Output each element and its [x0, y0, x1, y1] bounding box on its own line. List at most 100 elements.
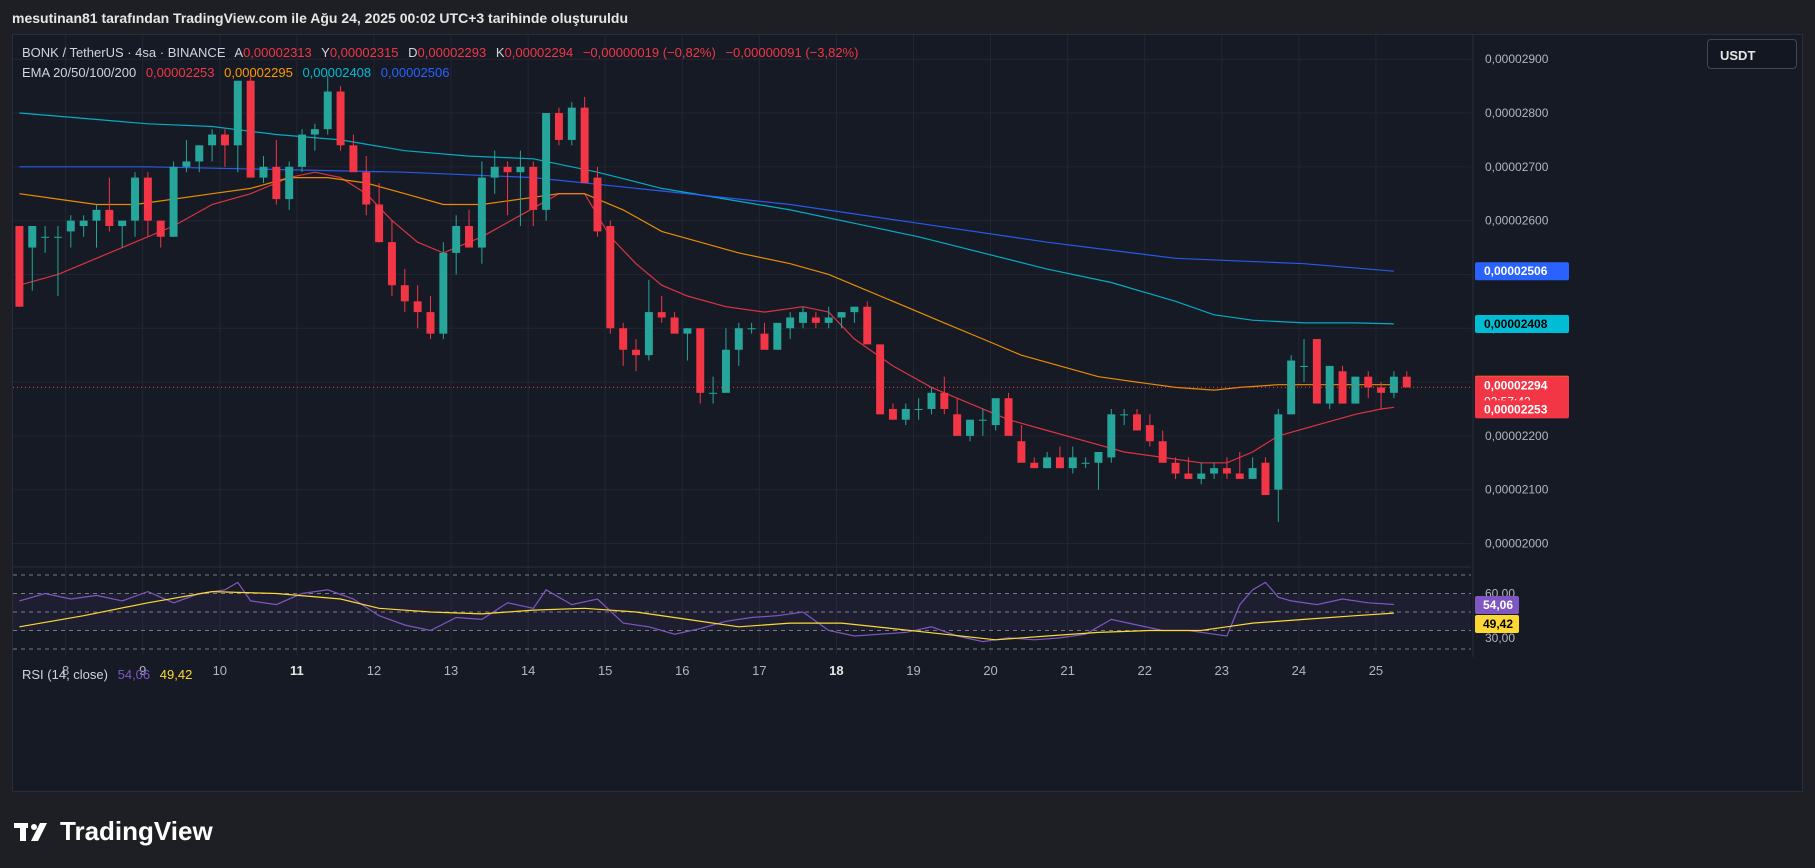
rsi-value-label: 54,06 [1475, 596, 1519, 614]
currency-button[interactable]: USDT [1707, 39, 1797, 69]
candle [542, 113, 551, 221]
candle [439, 242, 448, 340]
candle-body [811, 317, 820, 323]
candle-body [413, 301, 422, 313]
candle [991, 398, 1000, 431]
candle [413, 285, 422, 329]
candle [465, 209, 474, 248]
candle [670, 312, 679, 334]
candle [28, 226, 37, 291]
chart-frame[interactable]: 0,00002900 0,00002800 0,00002700 0,00002600… [12, 34, 1803, 792]
candle-body [554, 113, 563, 140]
candle [1043, 452, 1052, 469]
candle-body [953, 414, 962, 436]
x-tick-label: 9 [139, 663, 146, 678]
ema-label: EMA 20/50/100/200 [22, 65, 137, 80]
candle [773, 322, 782, 350]
symbol-name: BONK / TetherUS · 4sa · BINANCE [22, 45, 226, 60]
candle-body [53, 236, 62, 238]
candle [696, 328, 705, 404]
rsi-line [19, 581, 1394, 643]
ema-line-EMA100 [19, 112, 1394, 325]
candle [1261, 457, 1270, 496]
candle-body [1017, 441, 1026, 463]
candle-body [721, 349, 730, 393]
candle-body [644, 312, 653, 356]
rsi-value-bg [1475, 615, 1519, 633]
x-tick-label: 19 [906, 663, 920, 678]
candle [1017, 425, 1026, 463]
price-change-2: −0,00000091 (−3,82%) [725, 45, 859, 60]
candle [41, 226, 50, 253]
candle [554, 107, 563, 146]
candle [619, 322, 628, 366]
candle [863, 301, 872, 345]
candle [259, 156, 268, 183]
x-tick-label: 24 [1292, 663, 1306, 678]
candle-body [709, 392, 718, 394]
price-chart[interactable]: 0,00002900 0,00002800 0,00002700 0,00002600… [13, 35, 1802, 791]
ema-legend: EMA 20/50/100/200 0,00002253 0,00002295 … [22, 65, 455, 80]
ema-line-EMA200 [19, 166, 1394, 272]
candle-body [143, 177, 152, 221]
candle-body [542, 113, 551, 210]
candle-body [632, 349, 641, 356]
y-tick-label: 0,00002700 [1485, 160, 1549, 174]
ohlc-high: Y0,00002315 [321, 45, 399, 60]
candle [298, 129, 307, 173]
candle-body [619, 328, 628, 350]
candle [92, 204, 101, 248]
candle [1312, 339, 1321, 404]
candle [53, 226, 62, 296]
candle [1197, 462, 1206, 485]
candle-body [1325, 365, 1334, 404]
candle-body [1133, 414, 1141, 431]
candle [606, 220, 615, 334]
candle [400, 269, 409, 313]
candle-body [1068, 457, 1077, 469]
candle-body [79, 220, 88, 227]
ema50-value: 0,00002295 [224, 65, 293, 80]
candle [516, 150, 525, 227]
candle-body [1338, 371, 1347, 404]
candle [529, 161, 538, 227]
candle [1094, 452, 1103, 490]
candle-body [1222, 468, 1231, 474]
candle-body [28, 226, 37, 248]
candle [387, 220, 396, 296]
rsi-value-text: 54,06 [1483, 598, 1513, 612]
candle-body [182, 161, 191, 167]
price-label: 0,00002408 [1475, 314, 1569, 333]
candle-body [387, 242, 396, 286]
candle [1068, 446, 1077, 474]
candle [940, 376, 949, 415]
candle [272, 139, 281, 205]
y-tick-label: 0,00002100 [1485, 483, 1549, 497]
candle-body [310, 129, 319, 135]
candle-body [1107, 414, 1116, 458]
candle [966, 419, 974, 442]
candle [1402, 371, 1411, 388]
price-label-text: 0,00002253 [1484, 402, 1548, 416]
candle [285, 161, 294, 210]
candle [734, 322, 743, 366]
candle-body [1287, 360, 1296, 415]
price-label-text: 0,00002506 [1484, 264, 1548, 278]
candle-body [118, 220, 127, 227]
ema100-value: 0,00002408 [302, 65, 372, 80]
x-tick-label: 17 [752, 663, 766, 678]
candle-body [786, 317, 795, 329]
candle [1377, 382, 1386, 409]
candle [131, 172, 140, 237]
tradingview-logo-icon [14, 822, 47, 841]
candle-body [298, 134, 307, 167]
candle-body [888, 408, 897, 420]
price-change: −0,00000019 (−0,82%) [582, 45, 716, 60]
ema-line-EMA20 [19, 171, 1394, 464]
price-label: 0,00002506 [1475, 262, 1569, 281]
candle [657, 295, 666, 323]
candle [1364, 371, 1373, 399]
candle [1004, 392, 1013, 436]
candle [760, 322, 769, 350]
candle-body [927, 392, 936, 409]
